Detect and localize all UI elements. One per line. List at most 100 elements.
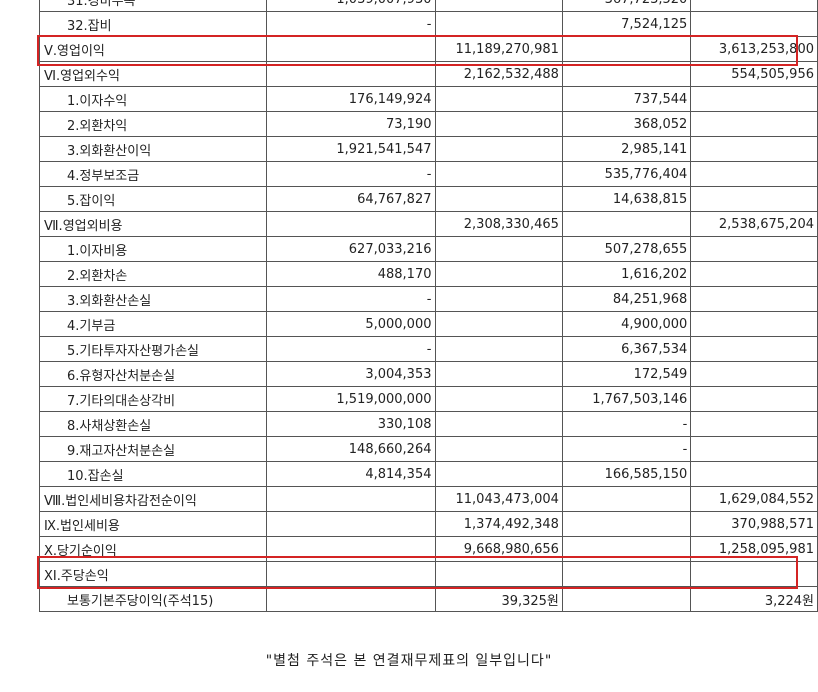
table-row: 2.외환차익 73,190 368,052 bbox=[38, 111, 818, 137]
prior-total-cell bbox=[690, 411, 818, 437]
current-detail-cell: - bbox=[266, 286, 436, 312]
prior-detail-cell: 2,985,141 bbox=[561, 136, 692, 162]
current-total-cell bbox=[434, 0, 563, 12]
table-row: 4.기부금 5,000,000 4,900,000 bbox=[38, 311, 818, 337]
prior-detail-cell bbox=[561, 511, 692, 537]
table-row: 10.잡손실 4,814,354 166,585,150 bbox=[38, 461, 818, 487]
current-detail-cell: 627,033,216 bbox=[266, 236, 436, 262]
prior-detail-cell: 1,767,503,146 bbox=[561, 386, 692, 412]
current-detail-cell bbox=[266, 586, 436, 612]
table-row: XI.주당손익 bbox=[38, 561, 818, 587]
row-label: 32.잡비 bbox=[38, 11, 268, 37]
current-detail-cell: 488,170 bbox=[266, 261, 436, 287]
prior-total-cell: 2,538,675,204 bbox=[690, 211, 818, 237]
table-row: Ⅶ.영업외비용 2,308,330,465 2,538,675,204 bbox=[38, 211, 818, 237]
current-detail-cell: - bbox=[266, 161, 436, 187]
row-label: Ⅴ.영업이익 bbox=[38, 36, 268, 62]
prior-total-cell bbox=[690, 86, 818, 112]
table-row: 6.유형자산처분손실 3,004,353 172,549 bbox=[38, 361, 818, 387]
row-label: 3.외화환산이익 bbox=[38, 136, 268, 162]
row-label: 5.잡이익 bbox=[38, 186, 268, 212]
prior-detail-cell: 4,900,000 bbox=[561, 311, 692, 337]
current-total-cell bbox=[434, 86, 563, 112]
prior-detail-cell: 368,052 bbox=[561, 111, 692, 137]
current-total-cell: 11,189,270,981 bbox=[434, 36, 563, 62]
table-row: 2.외환차손 488,170 1,616,202 bbox=[38, 261, 818, 287]
prior-detail-cell bbox=[561, 586, 692, 612]
prior-total-cell: 3,224원 bbox=[690, 586, 818, 612]
current-total-cell: 1,374,492,348 bbox=[434, 511, 563, 537]
current-detail-cell: 5,000,000 bbox=[266, 311, 436, 337]
prior-detail-cell: - bbox=[561, 411, 692, 437]
row-label: 7.기타의대손상각비 bbox=[38, 386, 268, 412]
prior-detail-cell: 507,278,655 bbox=[561, 236, 692, 262]
current-detail-cell bbox=[266, 486, 436, 512]
prior-detail-cell bbox=[561, 486, 692, 512]
prior-detail-cell: 166,585,150 bbox=[561, 461, 692, 487]
prior-total-cell bbox=[690, 161, 818, 187]
prior-detail-cell: 367,723,520 bbox=[561, 0, 692, 12]
row-label: 보통기본주당이익(주석15) bbox=[38, 586, 268, 612]
current-detail-cell bbox=[266, 511, 436, 537]
current-detail-cell: 4,814,354 bbox=[266, 461, 436, 487]
prior-total-cell bbox=[690, 336, 818, 362]
current-detail-cell bbox=[266, 36, 436, 62]
row-label: 1.이자수익 bbox=[38, 86, 268, 112]
table-row: 5.기타투자자산평가손실 - 6,367,534 bbox=[38, 336, 818, 362]
current-total-cell bbox=[434, 236, 563, 262]
current-total-cell bbox=[434, 11, 563, 37]
current-total-cell: 11,043,473,004 bbox=[434, 486, 563, 512]
table-row: 3.외화환산손실 - 84,251,968 bbox=[38, 286, 818, 312]
table-row: 31.경비부족1,039,007,930 367,723,520 bbox=[38, 0, 818, 12]
row-label: Ⅹ.당기순이익 bbox=[38, 536, 268, 562]
prior-total-cell: 1,258,095,981 bbox=[690, 536, 818, 562]
prior-total-cell bbox=[690, 286, 818, 312]
prior-detail-cell: 84,251,968 bbox=[561, 286, 692, 312]
income-statement-table: 31.경비부족1,039,007,930367,723,52032.잡비-7,5… bbox=[38, 0, 818, 612]
prior-total-cell: 554,505,956 bbox=[690, 61, 818, 87]
current-total-cell bbox=[434, 561, 563, 587]
prior-total-cell: 1,629,084,552 bbox=[690, 486, 818, 512]
table-row: Ⅹ.당기순이익 9,668,980,656 1,258,095,981 bbox=[38, 536, 818, 562]
table-row: 5.잡이익 64,767,827 14,638,815 bbox=[38, 186, 818, 212]
current-total-cell bbox=[434, 286, 563, 312]
prior-total-cell bbox=[690, 236, 818, 262]
row-label: Ⅶ.영업외비용 bbox=[38, 211, 268, 237]
current-total-cell: 2,162,532,488 bbox=[434, 61, 563, 87]
current-total-cell bbox=[434, 311, 563, 337]
prior-detail-cell bbox=[561, 536, 692, 562]
row-label: Ⅸ.법인세비용 bbox=[38, 511, 268, 537]
prior-detail-cell bbox=[561, 561, 692, 587]
prior-total-cell: 370,988,571 bbox=[690, 511, 818, 537]
row-label: 8.사채상환손실 bbox=[38, 411, 268, 437]
current-total-cell bbox=[434, 336, 563, 362]
row-label: 3.외화환산손실 bbox=[38, 286, 268, 312]
current-total-cell bbox=[434, 111, 563, 137]
prior-total-cell bbox=[690, 561, 818, 587]
table-row: Ⅷ.법인세비용차감전순이익 11,043,473,004 1,629,084,552 bbox=[38, 486, 818, 512]
current-detail-cell: 1,039,007,930 bbox=[266, 0, 436, 12]
current-total-cell bbox=[434, 361, 563, 387]
row-label: 9.재고자산처분손실 bbox=[38, 436, 268, 462]
table-row: 보통기본주당이익(주석15) 39,325원 3,224원 bbox=[38, 586, 818, 612]
current-detail-cell bbox=[266, 536, 436, 562]
prior-total-cell bbox=[690, 311, 818, 337]
table-row: 8.사채상환손실 330,108 - bbox=[38, 411, 818, 437]
prior-total-cell bbox=[690, 186, 818, 212]
row-label: Ⅵ.영업외수익 bbox=[38, 61, 268, 87]
table-row: 9.재고자산처분손실 148,660,264 - bbox=[38, 436, 818, 462]
table-row: Ⅵ.영업외수익 2,162,532,488 554,505,956 bbox=[38, 61, 818, 87]
table-row: Ⅸ.법인세비용 1,374,492,348 370,988,571 bbox=[38, 511, 818, 537]
table-row: 1.이자수익 176,149,924 737,544 bbox=[38, 86, 818, 112]
table-row: 4.정부보조금 - 535,776,404 bbox=[38, 161, 818, 187]
prior-total-cell bbox=[690, 461, 818, 487]
prior-detail-cell: 1,616,202 bbox=[561, 261, 692, 287]
row-label: 10.잡손실 bbox=[38, 461, 268, 487]
prior-detail-cell: 172,549 bbox=[561, 361, 692, 387]
prior-detail-cell: - bbox=[561, 436, 692, 462]
current-detail-cell: - bbox=[266, 336, 436, 362]
current-total-cell bbox=[434, 461, 563, 487]
current-total-cell bbox=[434, 136, 563, 162]
current-detail-cell: - bbox=[266, 11, 436, 37]
current-detail-cell: 1,921,541,547 bbox=[266, 136, 436, 162]
